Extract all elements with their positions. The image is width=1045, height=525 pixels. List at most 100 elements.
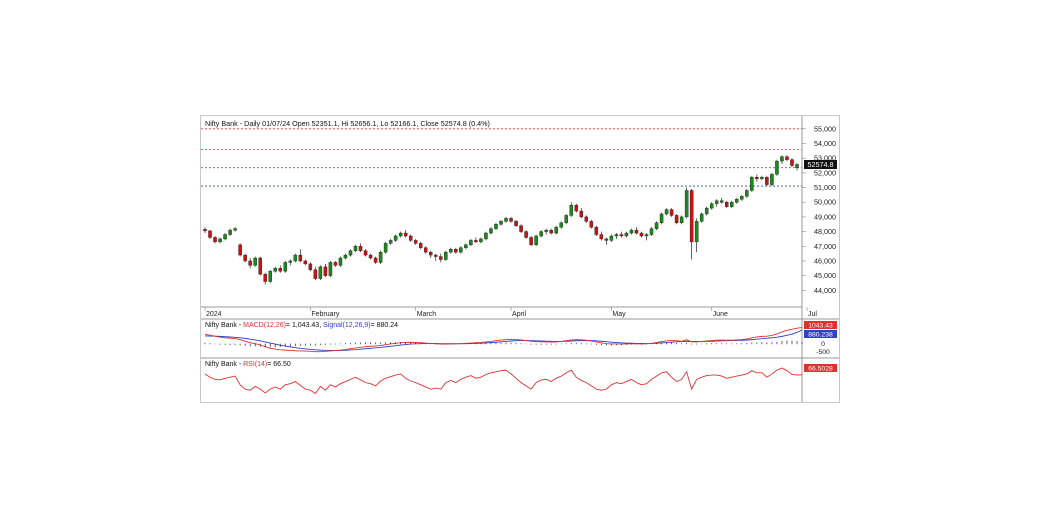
candle-body [659, 213, 664, 223]
rsi-legend-value: = 66.50 [267, 361, 291, 368]
rsi-value-tag: 66.5028 [808, 366, 833, 373]
candle-body [348, 250, 353, 256]
candle-body [293, 254, 298, 262]
candle-body [529, 237, 533, 246]
last-price-tag-box [804, 160, 837, 169]
macd-pane: 0-500 Nifty Bank - MACD(12,26)= 1,043.43… [201, 318, 839, 358]
candle-body [584, 216, 589, 222]
candle-body [479, 238, 483, 243]
candle-body [725, 202, 729, 207]
candle-body [474, 240, 478, 243]
candle-body [719, 200, 724, 203]
candle-body [218, 238, 222, 243]
candle-body [499, 221, 503, 225]
candle-body [323, 266, 328, 276]
candle-body [634, 229, 639, 234]
candle-body [273, 268, 277, 272]
price-y-tick-label: 49,000 [814, 212, 836, 221]
price-x-axis: 2024 February March April May June Jul [204, 307, 817, 318]
candle-body [765, 177, 769, 185]
candle-body [534, 235, 538, 246]
candle-body [223, 234, 227, 240]
macd-lines [204, 327, 803, 353]
candle-body [795, 164, 799, 168]
candle-body [333, 262, 338, 266]
price-x-tick-label: Jul [808, 311, 817, 318]
macd-legend-name: MACD(12,26) [243, 322, 286, 329]
candle-body [469, 240, 473, 246]
candle-body [514, 221, 518, 226]
candle-body [589, 221, 594, 228]
candle-body [524, 231, 528, 238]
rsi-line [204, 367, 803, 395]
candle-body [539, 231, 543, 237]
price-y-tick-label: 44,000 [814, 286, 836, 295]
candle-body [328, 262, 333, 276]
candle-body [694, 221, 699, 243]
price-y-tick-label: 54,000 [814, 139, 836, 148]
candle-body [238, 244, 242, 256]
signal-legend-value: = 880.24 [371, 322, 399, 329]
candle-body [519, 225, 523, 232]
candle-body [413, 240, 418, 244]
candle-body [624, 232, 629, 237]
candle-body [464, 244, 468, 248]
rsi-pane: Nifty Bank - RSI(14)= 66.50 66.5028 [201, 357, 839, 402]
candle-body [373, 257, 378, 263]
rsi-series-line [204, 367, 803, 395]
candle-body [388, 240, 393, 244]
candle-body [243, 254, 247, 262]
candle-body [544, 229, 548, 232]
price-chart-title: Nifty Bank - Daily 01/07/24 Open 52351.1… [205, 119, 490, 128]
candle-body [423, 247, 428, 253]
macd-line [204, 327, 803, 353]
candle-body [429, 251, 433, 256]
candle-body [258, 257, 262, 275]
candle-body [459, 247, 463, 253]
candle-body [434, 254, 438, 257]
candle-body [609, 235, 614, 241]
macd-value-tag-box [804, 321, 837, 329]
candle-body [730, 202, 734, 207]
candle-body [268, 271, 272, 282]
chart-svg: 44,000 45,000 46,000 47,000 48,000 49,000 50,0… [201, 116, 839, 402]
candle-body [559, 222, 563, 228]
candle-body [704, 207, 709, 215]
price-candles [203, 155, 799, 285]
candle-body [353, 246, 358, 251]
candle-body [594, 226, 599, 235]
candle-body [308, 263, 313, 270]
chart-frame: 44,000 45,000 46,000 47,000 48,000 49,000 50,0… [200, 115, 840, 403]
candle-body [629, 229, 634, 234]
candle-body [780, 156, 784, 162]
candle-body [444, 251, 448, 260]
candle-body [709, 203, 714, 209]
rsi-legend-prefix: Nifty Bank - [205, 361, 243, 368]
candle-body [393, 235, 398, 241]
candle-body [604, 238, 609, 241]
price-y-tick-label: 46,000 [814, 256, 836, 265]
candle-body [383, 243, 388, 253]
candle-body [318, 266, 323, 279]
price-x-tick-label: March [417, 311, 437, 318]
candle-body [579, 210, 584, 218]
candle-body [454, 249, 458, 253]
candle-body [408, 235, 413, 241]
candle-body [504, 218, 508, 222]
candle-body [418, 243, 423, 248]
candle-body [639, 232, 644, 237]
candle-body [494, 224, 498, 229]
candle-body [669, 209, 674, 216]
price-y-tick-label: 48,000 [814, 227, 836, 236]
macd-legend: Nifty Bank - MACD(12,26)= 1,043.43, Sign… [205, 322, 398, 329]
candle-body [228, 229, 232, 235]
candle-body [449, 249, 453, 253]
candle-body [614, 234, 619, 237]
signal-legend-name: Signal(12,26,9) [323, 322, 370, 329]
macd-legend-prefix: Nifty Bank - [205, 322, 243, 329]
candle-body [599, 234, 604, 240]
price-y-tick-label: 47,000 [814, 242, 836, 251]
candle-body [233, 228, 237, 231]
candle-body [368, 254, 373, 259]
price-y-tick-label: 51,000 [814, 183, 836, 192]
